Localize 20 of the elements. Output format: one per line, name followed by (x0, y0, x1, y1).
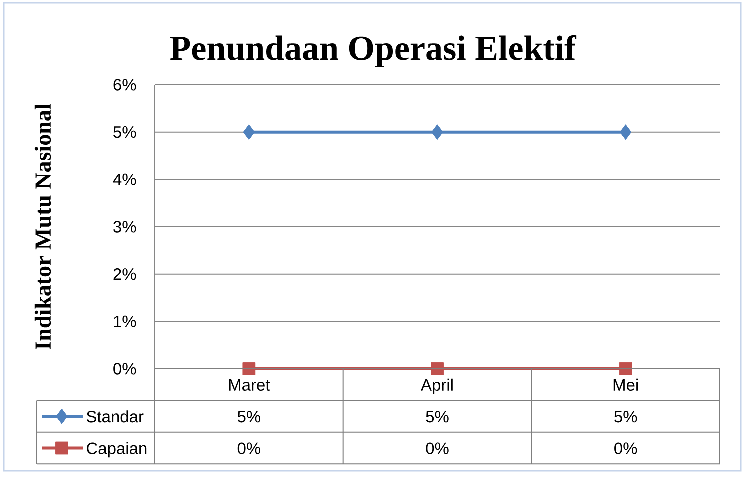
x-tick-label: April (421, 378, 453, 394)
data-label: 0% (238, 442, 260, 454)
y-tick-label: 6% (114, 79, 136, 91)
y-axis-title: Indikator Mutu Nasional (34, 104, 52, 350)
data-label: 5% (614, 411, 638, 423)
data-label: 5% (238, 411, 260, 423)
x-tick-label: Mei (614, 378, 638, 392)
legend-label: Standar (86, 410, 144, 423)
legend-label: Capaian (87, 442, 147, 458)
y-tick-label: 0% (114, 363, 136, 375)
y-tick-label: 1% (114, 316, 136, 328)
data-label: 0% (426, 442, 449, 454)
y-tick-label: 4% (113, 174, 136, 186)
data-label: 0% (614, 442, 638, 454)
y-tick-label: 3% (114, 221, 136, 233)
x-tick-label: Maret (229, 379, 270, 392)
y-tick-label: 5% (114, 126, 136, 138)
data-label: 5% (426, 411, 449, 423)
chart-title: Penundaan Operasi Elektif (170, 35, 577, 68)
y-tick-label: 2% (114, 268, 136, 280)
